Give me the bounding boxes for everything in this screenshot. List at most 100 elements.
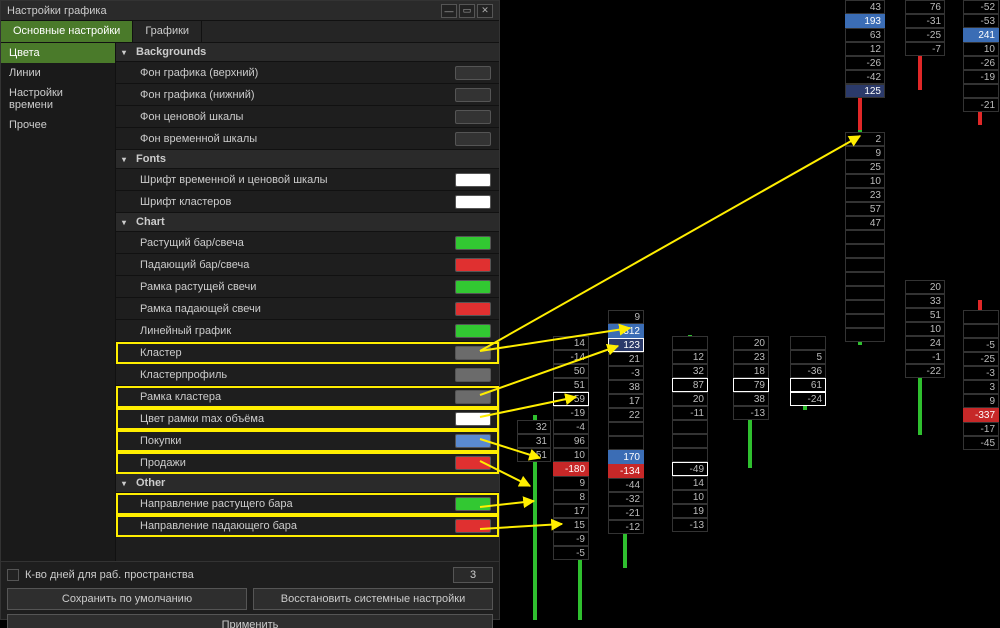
- row-label: Фон графика (верхний): [140, 67, 447, 79]
- color-swatch[interactable]: [455, 519, 491, 533]
- cluster-cell: -7: [905, 42, 945, 56]
- row-label: Фон ценовой шкалы: [140, 111, 447, 123]
- section-header[interactable]: ▾Fonts: [116, 150, 499, 169]
- row-label: Шрифт кластеров: [140, 196, 447, 208]
- cluster-cell: [963, 84, 999, 98]
- color-swatch[interactable]: [455, 173, 491, 187]
- settings-row: Шрифт кластеров: [116, 191, 499, 213]
- cluster-cell: -134: [608, 464, 644, 478]
- row-label: Шрифт временной и ценовой шкалы: [140, 174, 447, 186]
- cluster-cell: 193: [845, 14, 885, 28]
- color-swatch[interactable]: [455, 88, 491, 102]
- settings-row: Рамка растущей свечи: [116, 276, 499, 298]
- days-input[interactable]: [453, 567, 493, 583]
- tabs: Основные настройкиГрафики: [1, 21, 499, 43]
- color-swatch[interactable]: [455, 132, 491, 146]
- row-label: Направление растущего бара: [140, 498, 447, 510]
- settings-row: Направление падающего бара: [116, 515, 499, 537]
- cluster-cell: 32: [672, 364, 708, 378]
- cluster-cell: 96: [553, 434, 589, 448]
- cluster-cell: -19: [963, 70, 999, 84]
- cluster-cell: 9: [845, 146, 885, 160]
- tab-1[interactable]: Графики: [133, 21, 202, 42]
- cluster-cell: 14: [672, 476, 708, 490]
- restore-button[interactable]: Восстановить системные настройки: [253, 588, 493, 610]
- cluster-cell: 10: [672, 490, 708, 504]
- cluster-cell: [672, 448, 708, 462]
- collapse-icon: ▾: [122, 48, 132, 57]
- section-header[interactable]: ▾Chart: [116, 213, 499, 232]
- cluster-cell: -45: [963, 436, 999, 450]
- cluster-cell: 125: [845, 84, 885, 98]
- section-header[interactable]: ▾Backgrounds: [116, 43, 499, 62]
- color-swatch[interactable]: [455, 195, 491, 209]
- settings-row: Кластерпрофиль: [116, 364, 499, 386]
- cluster-cell: [845, 230, 885, 244]
- sidebar-item-2[interactable]: Настройки времени: [1, 83, 115, 115]
- cluster-cell: 32: [517, 420, 551, 434]
- cluster-cell: 10: [963, 42, 999, 56]
- color-swatch[interactable]: [455, 302, 491, 316]
- settings-row: Рамка кластера: [116, 386, 499, 408]
- sidebar-item-3[interactable]: Прочее: [1, 115, 115, 135]
- color-swatch[interactable]: [455, 280, 491, 294]
- days-checkbox[interactable]: [7, 569, 19, 581]
- cluster-cell: -36: [790, 364, 826, 378]
- row-label: Линейный график: [140, 325, 447, 337]
- settings-row: Линейный график: [116, 320, 499, 342]
- cluster-cell: [608, 422, 644, 436]
- color-swatch[interactable]: [455, 258, 491, 272]
- cluster-cell: 23: [733, 350, 769, 364]
- color-swatch[interactable]: [455, 434, 491, 448]
- days-label: К-во дней для раб. пространства: [25, 569, 453, 581]
- row-label: Кластер: [140, 347, 447, 359]
- close-icon[interactable]: ✕: [477, 4, 493, 18]
- color-swatch[interactable]: [455, 497, 491, 511]
- color-swatch[interactable]: [455, 390, 491, 404]
- cluster-cell: -26: [963, 56, 999, 70]
- color-swatch[interactable]: [455, 66, 491, 80]
- section-header[interactable]: ▾Other: [116, 474, 499, 493]
- sidebar-item-0[interactable]: Цвета: [1, 43, 115, 63]
- settings-row: Растущий бар/свеча: [116, 232, 499, 254]
- color-swatch[interactable]: [455, 346, 491, 360]
- settings-row: Направление растущего бара: [116, 493, 499, 515]
- cluster-cell: [845, 300, 885, 314]
- apply-button[interactable]: Применить: [7, 614, 493, 628]
- color-swatch[interactable]: [455, 412, 491, 426]
- settings-row: Падающий бар/свеча: [116, 254, 499, 276]
- sidebar-item-1[interactable]: Линии: [1, 63, 115, 83]
- cluster-cell: 123: [608, 338, 644, 352]
- color-swatch[interactable]: [455, 456, 491, 470]
- minimize-icon[interactable]: —: [441, 4, 457, 18]
- settings-row: Фон графика (нижний): [116, 84, 499, 106]
- row-label: Растущий бар/свеча: [140, 237, 447, 249]
- color-swatch[interactable]: [455, 324, 491, 338]
- tab-0[interactable]: Основные настройки: [1, 21, 133, 42]
- cluster: 292510235747: [845, 132, 885, 342]
- cluster-cell: -3: [963, 366, 999, 380]
- cluster-cell: 10: [905, 322, 945, 336]
- cluster-cell: -21: [608, 506, 644, 520]
- cluster-cell: [672, 336, 708, 350]
- settings-window: Настройки графика — ▭ ✕ Основные настрой…: [0, 0, 500, 620]
- cluster: 931212321-3381722170-134-44-32-21-12: [608, 310, 644, 534]
- section-title: Chart: [136, 216, 165, 228]
- cluster: 12328720-11-49141019-13: [672, 336, 708, 532]
- cluster-cell: 8: [553, 490, 589, 504]
- cluster-cell: -3: [608, 366, 644, 380]
- cluster-cell: 50: [553, 364, 589, 378]
- cluster-cell: 9: [963, 394, 999, 408]
- cluster-cell: -12: [608, 520, 644, 534]
- color-swatch[interactable]: [455, 236, 491, 250]
- cluster-cell: -19: [553, 406, 589, 420]
- settings-row: Фон ценовой шкалы: [116, 106, 499, 128]
- maximize-icon[interactable]: ▭: [459, 4, 475, 18]
- save-default-button[interactable]: Сохранить по умолчанию: [7, 588, 247, 610]
- color-swatch[interactable]: [455, 368, 491, 382]
- cluster-cell: -53: [963, 14, 999, 28]
- row-label: Фон графика (нижний): [140, 89, 447, 101]
- cluster-cell: 19: [672, 504, 708, 518]
- color-swatch[interactable]: [455, 110, 491, 124]
- cluster-cell: 63: [845, 28, 885, 42]
